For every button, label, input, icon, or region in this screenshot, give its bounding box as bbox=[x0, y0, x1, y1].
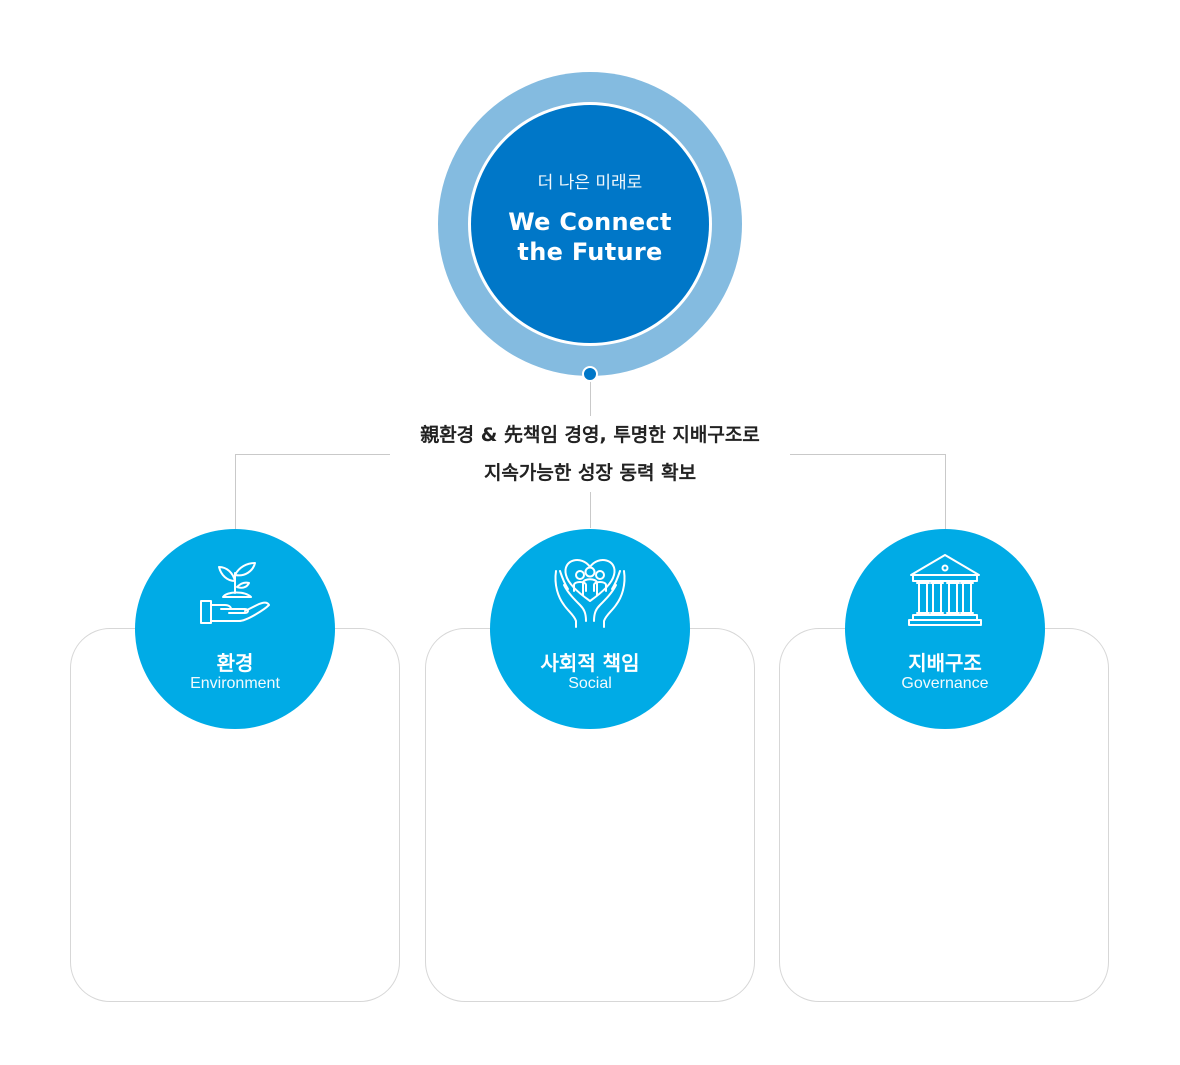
hero-subtitle: 더 나은 미래로 bbox=[537, 172, 643, 193]
hero-circle: 더 나은 미래로 We Connect the Future bbox=[471, 105, 709, 343]
summary-line1: 親환경 & 先책임 경영, 투명한 지배구조로 bbox=[420, 424, 760, 446]
pillar-title: 지배구조 bbox=[908, 651, 982, 675]
pillar-subtitle: Environment bbox=[190, 675, 280, 692]
hero-title-line2: the Future bbox=[517, 237, 663, 266]
connector-dot bbox=[582, 366, 598, 382]
connector-left-down bbox=[235, 454, 236, 530]
connector-right-down bbox=[945, 454, 946, 530]
pillar-social: 사회적 책임 Social bbox=[490, 529, 690, 729]
pillar-title: 사회적 책임 bbox=[540, 651, 640, 675]
pillar-subtitle: Social bbox=[568, 675, 612, 692]
summary-text: 親환경 & 先책임 경영, 투명한 지배구조로 지속가능한 성장 동력 확보 bbox=[390, 416, 790, 492]
summary-line2: 지속가능한 성장 동력 확보 bbox=[483, 462, 697, 484]
hero-title-line1: We Connect bbox=[508, 207, 672, 236]
pillar-subtitle: Governance bbox=[901, 675, 989, 692]
pillar-governance: 지배구조 Governance bbox=[845, 529, 1045, 729]
pillar-environment: 환경 Environment bbox=[135, 529, 335, 729]
pillar-title: 환경 bbox=[216, 651, 254, 675]
